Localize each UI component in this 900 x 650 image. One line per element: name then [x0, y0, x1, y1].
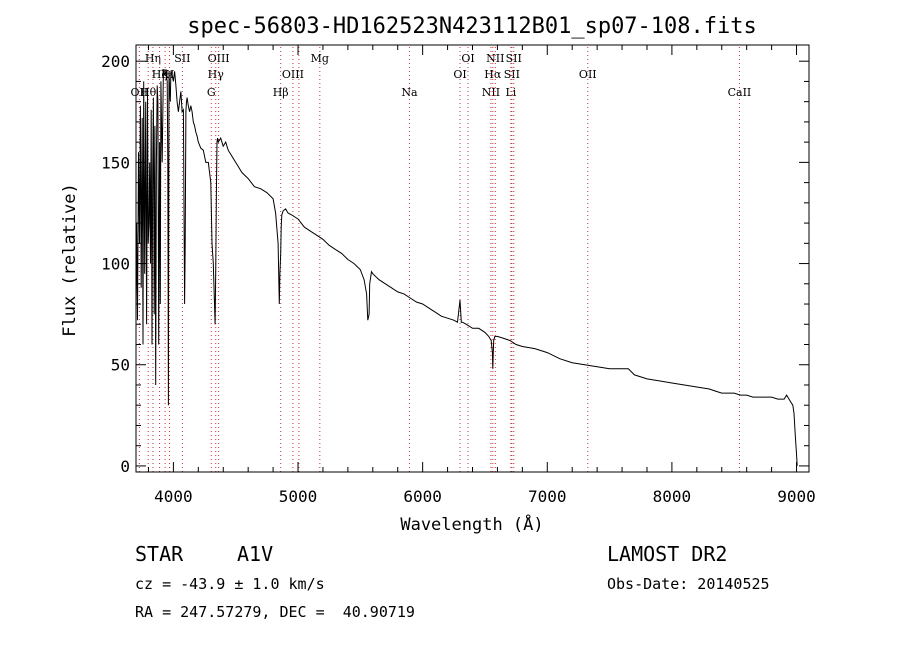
- line-marker-label: Hη: [145, 52, 161, 65]
- x-tick-label: 5000: [279, 487, 318, 506]
- object-class: STAR: [135, 542, 184, 566]
- line-markers: OIIHθHηHζKHSIIGHγOIIIHβOIIIMgNaOIOINIIHα…: [131, 47, 752, 472]
- line-marker-label: Mg: [311, 52, 329, 65]
- x-tick-label: 7000: [528, 487, 567, 506]
- coordinates: RA = 247.57279, DEC = 40.90719: [135, 603, 415, 621]
- line-marker-label: Hβ: [273, 86, 289, 99]
- line-marker-label: OI: [453, 68, 466, 81]
- line-marker-label: OI: [461, 52, 474, 65]
- line-marker-label: Hγ: [208, 68, 225, 81]
- line-marker-label: SII: [506, 52, 522, 65]
- redshift-cz: cz = -43.9 ± 1.0 km/s: [135, 575, 325, 593]
- line-marker-label: OIII: [208, 52, 230, 65]
- line-marker-label: NII: [482, 86, 500, 99]
- x-tick-label: 4000: [154, 487, 193, 506]
- chart-title: spec-56803-HD162523N423112B01_sp07-108.f…: [187, 14, 757, 39]
- line-marker-label: Hα: [484, 68, 502, 81]
- line-marker-label: Na: [401, 86, 418, 99]
- y-tick-label: 0: [120, 457, 130, 476]
- axis-ticks: 4000 5000 6000 7000 8000 9000 0 50 100 150 200: [101, 45, 816, 506]
- line-marker-label: Hθ: [140, 86, 157, 99]
- observation-date: Obs-Date: 20140525: [607, 575, 770, 593]
- y-tick-label: 200: [101, 52, 130, 71]
- line-marker-label: CaII: [728, 86, 752, 99]
- x-axis-label: Wavelength (Å): [400, 513, 543, 535]
- line-marker-label: OII: [579, 68, 597, 81]
- y-tick-label: 150: [101, 153, 130, 172]
- survey-name: LAMOST DR2: [607, 542, 728, 566]
- line-marker-label: SII: [174, 52, 190, 65]
- line-marker-label: K: [161, 68, 170, 81]
- line-marker-label: Li: [505, 86, 516, 99]
- line-marker-label: G: [207, 86, 216, 99]
- spectrum-line: [135, 69, 798, 466]
- plot-frame: [135, 44, 810, 473]
- object-subclass: A1V: [237, 542, 274, 566]
- y-tick-label: 50: [111, 356, 130, 375]
- line-marker-label: OIII: [282, 68, 304, 81]
- line-marker-label: NII: [486, 52, 504, 65]
- x-tick-label: 6000: [403, 487, 442, 506]
- y-tick-label: 100: [101, 255, 130, 274]
- y-axis-label: Flux (relative): [60, 183, 80, 337]
- x-tick-label: 9000: [777, 487, 816, 506]
- x-tick-label: 8000: [653, 487, 692, 506]
- line-marker-label: SII: [504, 68, 520, 81]
